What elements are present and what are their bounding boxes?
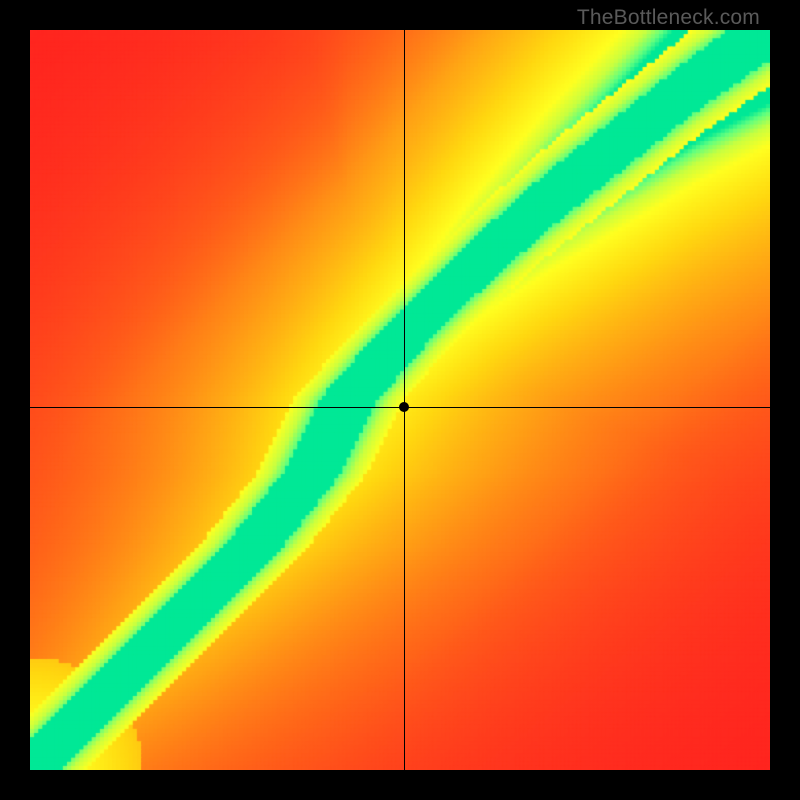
heatmap-canvas [30,30,770,770]
watermark-text: TheBottleneck.com [577,6,760,30]
crosshair-vertical [404,30,405,770]
plot-area [30,30,770,770]
marker-point [399,402,409,412]
root-container: TheBottleneck.com [0,0,800,800]
